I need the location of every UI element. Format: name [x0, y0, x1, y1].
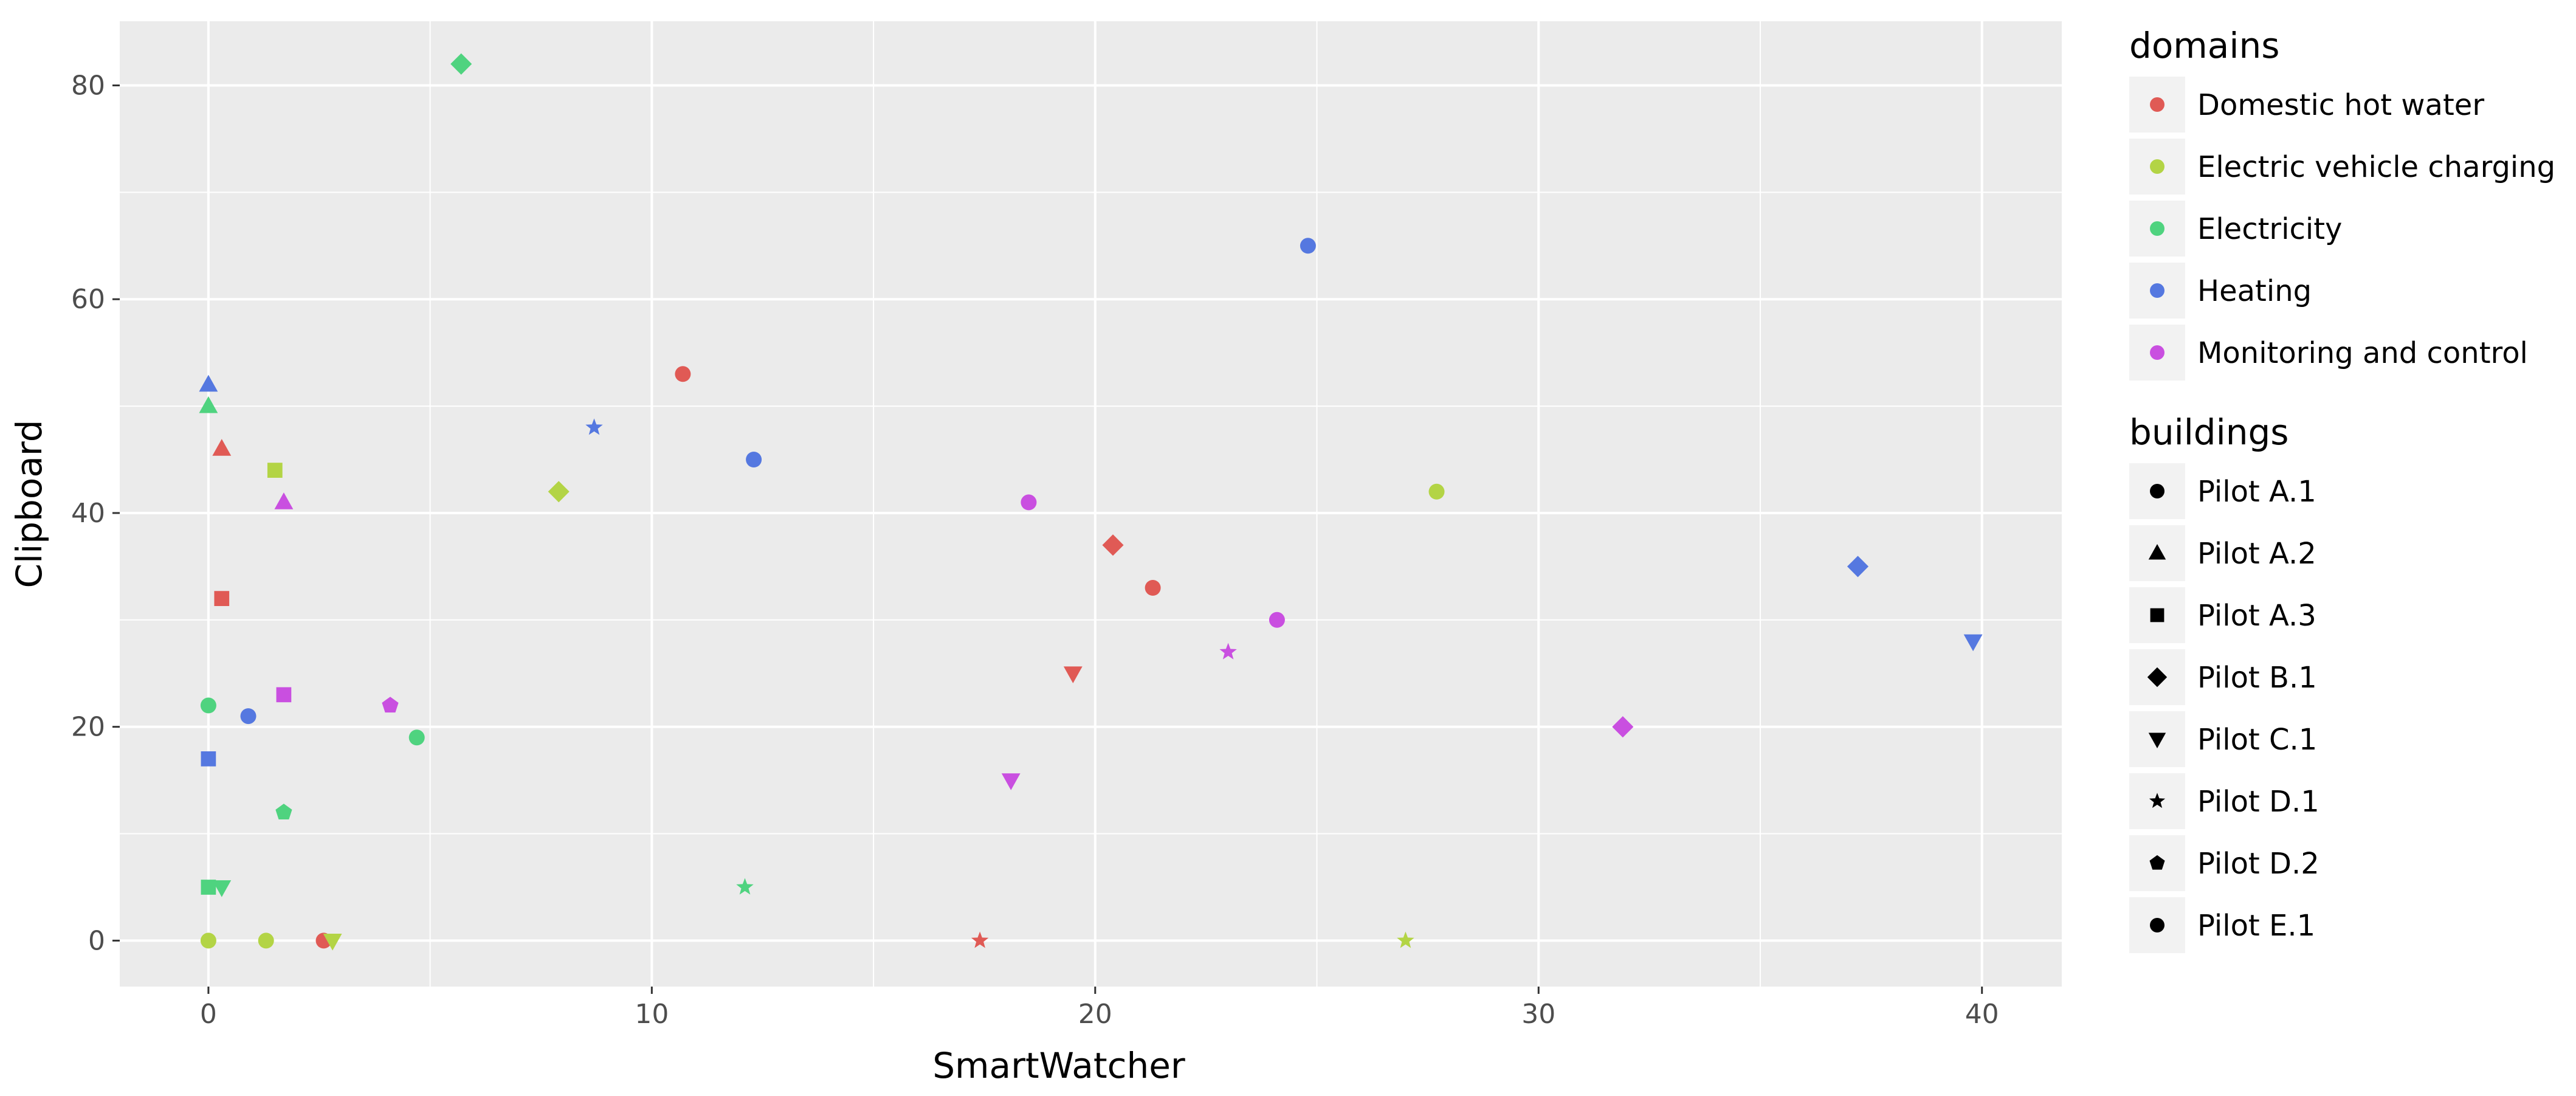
legend-building-label: Pilot A.3 — [2197, 599, 2316, 633]
legend-building-label: Pilot D.1 — [2197, 785, 2319, 819]
data-point — [274, 492, 294, 509]
x-axis-title: SmartWatcher — [932, 1045, 1185, 1086]
major-gridlines — [120, 21, 2062, 987]
x-tick-label: 10 — [635, 999, 669, 1030]
y-axis-title: Clipboard — [9, 419, 50, 588]
legend-building-label: Pilot A.2 — [2197, 537, 2316, 571]
data-point — [199, 396, 218, 413]
data-point — [1145, 580, 1161, 596]
y-tick-label: 40 — [71, 498, 105, 529]
data-point — [1269, 612, 1285, 628]
data-point — [585, 418, 603, 435]
y-tick-label: 60 — [71, 284, 105, 315]
legend-domain-label: Electricity — [2197, 212, 2342, 246]
legend-shape-swatch — [2149, 793, 2166, 808]
data-point — [240, 708, 257, 725]
plot-panel — [120, 21, 2062, 987]
legend-building-label: Pilot C.1 — [2197, 723, 2317, 757]
y-tick-label: 0 — [88, 925, 105, 956]
data-point — [1001, 773, 1021, 790]
x-tick-label: 20 — [1078, 999, 1112, 1030]
data-point — [1063, 666, 1083, 683]
legend-color-swatch — [2150, 97, 2164, 112]
legend-domain-label: Monitoring and control — [2197, 336, 2528, 370]
legend-building-label: Pilot A.1 — [2197, 475, 2316, 509]
data-point — [1219, 643, 1237, 660]
color-legend-title: domains — [2129, 25, 2279, 66]
data-point — [1847, 556, 1869, 577]
data-point — [212, 439, 232, 456]
data-point — [382, 697, 399, 713]
data-point — [201, 880, 216, 895]
data-point — [214, 591, 230, 606]
legend-building-label: Pilot B.1 — [2197, 661, 2317, 695]
data-point — [275, 804, 292, 819]
data-point — [971, 931, 989, 948]
legend-shape-swatch — [2150, 918, 2164, 932]
legend-shape-swatch — [2148, 732, 2166, 748]
data-point — [276, 687, 292, 703]
data-point — [201, 751, 216, 767]
y-tick-label: 20 — [71, 712, 105, 743]
legend-domain-label: Domestic hot water — [2197, 88, 2484, 122]
x-tick-label: 30 — [1521, 999, 1555, 1030]
data-point — [1021, 494, 1037, 511]
legend-building-label: Pilot D.2 — [2197, 847, 2319, 881]
data-point — [323, 934, 342, 951]
data-point — [1428, 483, 1445, 500]
data-point — [548, 481, 570, 503]
y-axis: 0 20 40 60 80 — [71, 71, 120, 956]
minor-gridlines — [120, 21, 2062, 987]
legend-shape-swatch — [2149, 855, 2165, 870]
legend-color-swatch — [2150, 283, 2164, 298]
data-point — [736, 878, 754, 895]
legend-building-label: Pilot E.1 — [2197, 909, 2315, 943]
data-point — [267, 463, 283, 478]
legend-domain-label: Electric vehicle charging — [2197, 150, 2555, 184]
legend-color-swatch — [2150, 159, 2164, 174]
data-point — [212, 880, 232, 897]
x-tick-label: 0 — [200, 999, 217, 1030]
legend: domains Domestic hot water Electric vehicl… — [2129, 25, 2555, 953]
y-tick-label: 80 — [71, 71, 105, 102]
x-axis: 0 10 20 30 40 — [200, 987, 1999, 1030]
data-point — [258, 932, 274, 949]
data-point — [1397, 931, 1414, 948]
x-tick-label: 40 — [1965, 999, 1999, 1030]
data-point — [408, 729, 425, 746]
data-point — [675, 366, 691, 382]
data-point — [1963, 634, 1983, 652]
data-point — [1612, 716, 1634, 738]
legend-shape-swatch — [2150, 484, 2164, 498]
legend-shape-swatch — [2150, 608, 2164, 622]
data-point — [199, 374, 218, 392]
data-point — [200, 697, 216, 714]
data-points — [199, 53, 1983, 951]
data-point — [200, 932, 216, 949]
data-point — [1300, 238, 1316, 254]
legend-color-swatch — [2150, 221, 2164, 236]
data-point — [1102, 534, 1124, 556]
legend-color-swatch — [2150, 345, 2164, 360]
legend-domain-label: Heating — [2197, 274, 2312, 308]
data-point — [450, 53, 472, 75]
legend-shape-swatch — [2148, 544, 2166, 560]
shape-legend-title: buildings — [2129, 412, 2289, 453]
data-point — [746, 452, 762, 467]
